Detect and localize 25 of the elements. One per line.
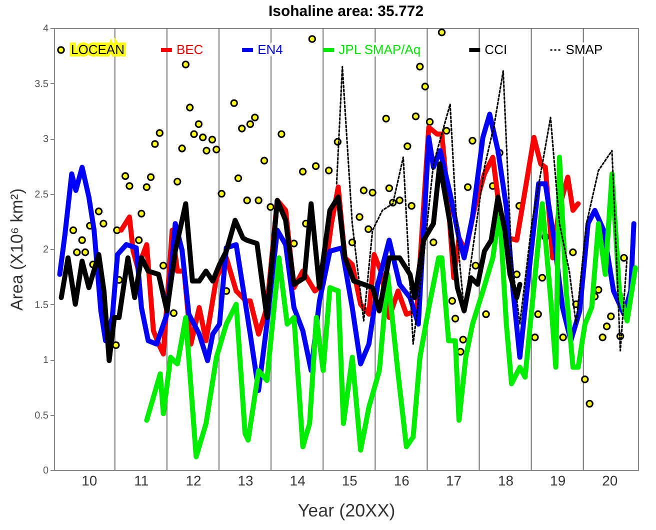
x-tick-label: 20 (602, 472, 618, 488)
x-tick-label: 10 (82, 472, 98, 488)
y-tick-label: 3.5 (34, 78, 49, 90)
x-tick-label: 19 (550, 472, 566, 488)
y-tick-label: 1.5 (34, 300, 49, 311)
legend-label: BEC (176, 42, 204, 57)
x-tick-label: 14 (290, 472, 306, 488)
y-tick-label: 2 (42, 244, 49, 256)
x-tick-label: 11 (134, 472, 149, 488)
y-tick-label: 4 (42, 24, 49, 34)
legend-label: CCI (484, 42, 508, 57)
x-tick-label: 13 (238, 472, 254, 488)
x-axis-title: Year (20XX) (298, 500, 396, 520)
y-tick-label: 2.5 (34, 189, 49, 200)
x-tick-label: 15 (342, 472, 358, 488)
x-tick-label: 12 (186, 472, 202, 488)
y-tick-label: 0.5 (34, 410, 49, 422)
y-tick-label: 3 (42, 134, 49, 145)
x-tick-label: 16 (394, 472, 410, 488)
y-tick-label: 1 (42, 355, 49, 366)
x-tick-label: 18 (498, 472, 514, 488)
y-tick-label: 0 (42, 466, 49, 476)
chart-title: Isohaline area: 35.772 (268, 3, 424, 20)
y-axis-title: Area (X10⁶ km²) (8, 188, 27, 311)
x-tick-label: 17 (446, 472, 462, 488)
